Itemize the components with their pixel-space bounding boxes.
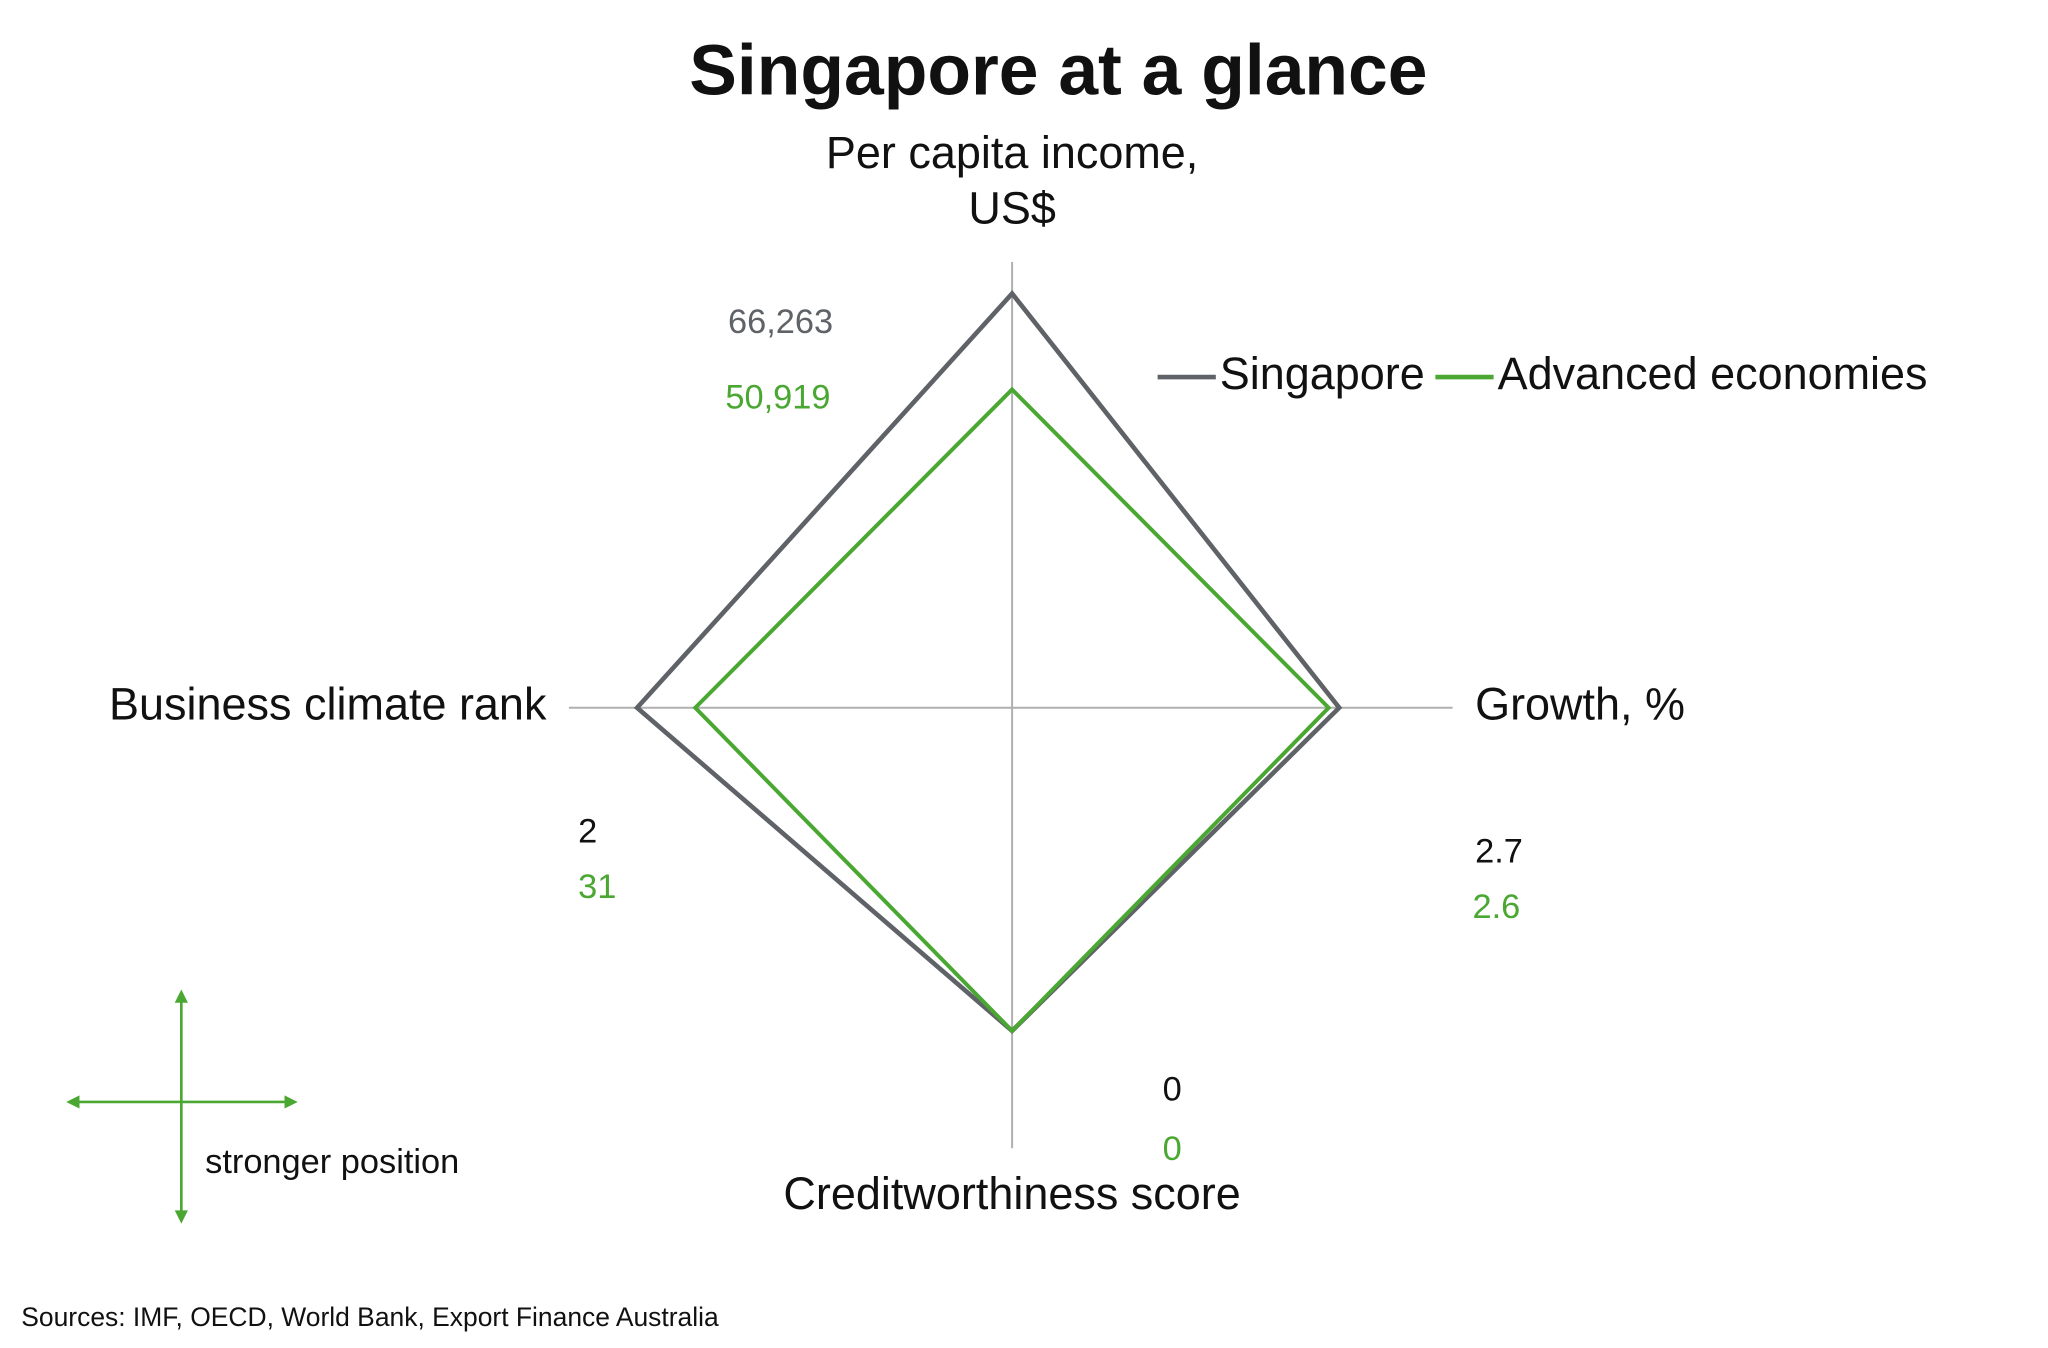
value-label: 2.7 <box>1475 832 1523 870</box>
axis-label: Growth, % <box>1475 679 1685 730</box>
axis-label: Creditworthiness score <box>783 1168 1240 1219</box>
value-label: 2.6 <box>1472 888 1520 926</box>
legend-label: Singapore <box>1220 348 1425 399</box>
value-label: 0 <box>1163 1070 1182 1108</box>
direction-arrows <box>66 989 298 1224</box>
value-label: 2 <box>578 812 597 850</box>
legend-label: Advanced economies <box>1498 348 1928 399</box>
value-label: 50,919 <box>725 379 830 417</box>
annotation: stronger position <box>205 1143 459 1181</box>
value-label: 0 <box>1163 1130 1182 1168</box>
series-line <box>692 386 1332 1034</box>
chart-title: Singapore at a glance <box>689 30 1427 110</box>
value-label: 66,263 <box>728 303 833 341</box>
axis-label: Per capita income, US$ <box>826 127 1198 234</box>
value-label: 31 <box>578 868 616 906</box>
source-note: Sources: IMF, OECD, World Bank, Export F… <box>21 1302 719 1332</box>
axis-label: Business climate rank <box>109 679 547 730</box>
